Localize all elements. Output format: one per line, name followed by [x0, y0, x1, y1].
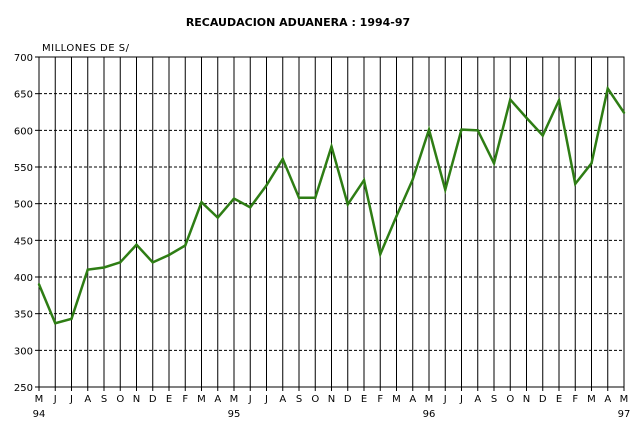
data-point [606, 87, 609, 90]
data-point [232, 197, 236, 200]
data-point [395, 214, 398, 218]
data-point [574, 182, 577, 186]
y-tick-label: 700 [14, 53, 33, 64]
x-tick-label: M [392, 394, 401, 405]
x-tick-label: D [149, 394, 157, 405]
data-point [119, 261, 122, 264]
x-tick-label: A [409, 394, 416, 405]
x-tick-label: E [361, 394, 367, 405]
x-tick-label: O [506, 394, 514, 405]
data-point [492, 162, 496, 165]
y-tick-label: 350 [14, 310, 33, 321]
data-point [281, 157, 284, 161]
data-point [541, 134, 544, 137]
grid [39, 57, 624, 387]
data-point [37, 283, 41, 286]
x-tick-label: A [84, 394, 91, 405]
x-tick-label: S [491, 394, 497, 405]
data-point [476, 129, 479, 132]
x-tick-label: A [604, 394, 611, 405]
x-tick-label: F [377, 394, 383, 405]
x-tick-label: J [264, 394, 268, 405]
data-point [525, 116, 528, 120]
data-point [167, 253, 171, 257]
year-label: 97 [618, 409, 631, 420]
data-point [70, 317, 73, 320]
y-tick-label: 400 [14, 273, 33, 284]
data-point [135, 243, 138, 246]
y-unit-label: MILLONES DE S/ [42, 43, 130, 54]
data-point [151, 261, 154, 264]
data-point [86, 268, 89, 271]
y-tick-label: 550 [14, 163, 33, 174]
year-label: 94 [33, 409, 46, 420]
x-tick-label: J [248, 394, 252, 405]
data-point [265, 184, 268, 187]
x-tick-label: M [35, 394, 44, 405]
data-point [460, 128, 463, 131]
data-point [184, 244, 187, 247]
data-point [427, 128, 431, 131]
x-tick-label: A [279, 394, 286, 405]
x-tick-label: M [587, 394, 596, 405]
y-tick-label: 300 [14, 346, 33, 357]
x-tick-label: J [53, 394, 57, 405]
data-point [444, 188, 447, 191]
data-point [557, 99, 561, 102]
x-tick-label: N [133, 394, 140, 405]
year-label: 95 [228, 409, 241, 420]
data-point [54, 322, 57, 325]
x-tick-label: D [344, 394, 352, 405]
x-tick-label: F [182, 394, 188, 405]
data-point [509, 98, 512, 101]
x-tick-label: S [101, 394, 107, 405]
y-tick-label: 600 [14, 126, 33, 137]
data-point [200, 201, 203, 204]
x-tick-label: J [459, 394, 463, 405]
data-point [249, 206, 252, 209]
x-tick-label: O [311, 394, 319, 405]
y-tick-label: 250 [14, 383, 33, 394]
x-tick-label: F [572, 394, 578, 405]
x-tick-label: S [296, 394, 302, 405]
data-point [314, 196, 317, 199]
y-tick-label: 450 [14, 236, 33, 247]
x-tick-label: M [620, 394, 629, 405]
x-tick-label: J [69, 394, 73, 405]
chart-title: RECAUDACION ADUANERA : 1994-97 [186, 16, 410, 29]
y-tick-label: 650 [14, 90, 33, 101]
x-tick-label: A [474, 394, 481, 405]
data-point [297, 196, 301, 199]
x-tick-label: E [166, 394, 172, 405]
x-tick-label: A [214, 394, 221, 405]
y-tick-label: 500 [14, 200, 33, 211]
x-tick-label: O [116, 394, 124, 405]
x-tick-label: M [197, 394, 206, 405]
data-point [330, 145, 333, 148]
data-point [411, 178, 414, 181]
x-tick-label: D [539, 394, 547, 405]
x-tick-label: E [556, 394, 562, 405]
data-point [362, 179, 366, 182]
series-layer [37, 85, 626, 325]
data-point [622, 111, 626, 114]
x-tick-label: M [425, 394, 434, 405]
data-point [216, 216, 219, 219]
data-point [346, 203, 349, 206]
x-tick-label: M [230, 394, 239, 405]
data-point [379, 253, 382, 256]
x-tick-label: N [328, 394, 335, 405]
x-tick-label: N [523, 394, 530, 405]
data-point [102, 266, 106, 269]
x-tick-label: J [443, 394, 447, 405]
year-label: 96 [423, 409, 436, 420]
data-point [590, 162, 593, 165]
